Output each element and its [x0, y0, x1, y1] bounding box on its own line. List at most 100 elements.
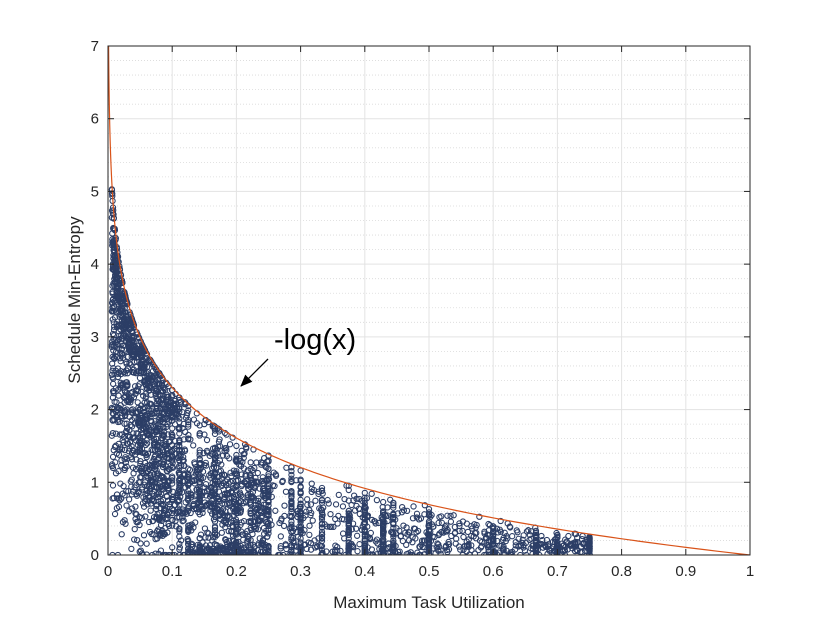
y-tick-label: 0	[91, 547, 99, 564]
scatter-point	[265, 473, 272, 480]
scatter-point	[484, 544, 492, 551]
scatter-point	[410, 525, 418, 532]
scatter-point	[176, 502, 183, 509]
scatter-point	[160, 425, 167, 432]
scatter-point	[209, 445, 217, 452]
scatter-point	[288, 501, 295, 508]
scatter-point	[288, 475, 295, 482]
scatter-point	[435, 519, 442, 527]
scatter-point	[409, 515, 417, 522]
scatter-point	[475, 546, 482, 554]
scatter-point	[425, 532, 433, 539]
scatter-point	[256, 517, 263, 524]
scatter-point	[179, 518, 186, 525]
scatter-point	[114, 495, 121, 502]
scatter-point	[182, 428, 189, 436]
scatter-point	[255, 526, 262, 533]
scatter-point	[209, 423, 216, 430]
scatter-point	[145, 518, 153, 526]
scatter-point	[232, 519, 240, 526]
scatter-point	[513, 527, 520, 534]
scatter-point	[373, 551, 380, 555]
scatter-point	[113, 505, 121, 512]
scatter-point	[169, 522, 176, 529]
scatter-point	[108, 371, 116, 378]
scatter-point	[171, 437, 179, 445]
scatter-point	[295, 551, 302, 555]
scatter-point	[180, 472, 188, 479]
scatter-point	[501, 551, 508, 555]
scatter-point	[574, 538, 581, 546]
scatter-point	[247, 548, 254, 555]
scatter-point	[247, 459, 254, 466]
scatter-point	[303, 496, 311, 503]
scatter-point	[109, 353, 116, 361]
scatter-point	[211, 457, 219, 464]
scatter-point	[211, 531, 219, 538]
scatter-point	[234, 492, 242, 499]
scatter-point	[135, 349, 142, 357]
scatter-point	[185, 522, 192, 529]
scatter-point	[206, 493, 214, 500]
scatter-point	[228, 488, 235, 495]
scatter-point	[291, 543, 298, 550]
scatter-point	[181, 509, 188, 516]
scatter-point	[117, 306, 124, 313]
scatter-point	[345, 530, 352, 537]
scatter-point	[279, 551, 287, 555]
y-tick-label: 2	[91, 402, 99, 419]
scatter-point	[185, 407, 192, 414]
scatter-point	[471, 521, 478, 528]
scatter-point	[164, 467, 171, 475]
scatter-point	[143, 472, 150, 480]
scatter-point	[460, 533, 467, 541]
scatter-point	[254, 505, 261, 512]
scatter-point	[459, 527, 466, 535]
scatter-point	[109, 429, 116, 437]
scatter-point	[127, 399, 134, 406]
scatter-point	[119, 295, 126, 303]
scatter-point	[137, 457, 144, 465]
scatter-point	[160, 455, 168, 462]
scatter-point	[481, 551, 488, 555]
scatter-point	[185, 472, 192, 479]
scatter-point	[580, 539, 587, 546]
scatter-point	[288, 544, 295, 551]
scatter-point	[326, 523, 334, 531]
scatter-point	[131, 526, 138, 533]
scatter-point	[400, 522, 407, 529]
scatter-point	[134, 441, 142, 449]
scatter-point	[152, 428, 160, 436]
y-axis: 0 1 2 3 4 5 6 7	[91, 38, 750, 564]
scatter-point	[142, 450, 149, 457]
scatter-point	[226, 441, 234, 448]
scatter-point	[251, 464, 258, 472]
scatter-point	[339, 503, 347, 510]
scatter-point	[226, 495, 233, 502]
scatter-point	[421, 502, 428, 509]
scatter-point	[114, 337, 122, 344]
scatter-point	[532, 534, 540, 541]
scatter-point	[282, 488, 290, 495]
scatter-point	[262, 527, 270, 534]
scatter-point	[445, 538, 452, 546]
scatter-point	[368, 490, 375, 497]
scatter-point	[211, 504, 219, 511]
scatter-point	[203, 436, 211, 444]
scatter-point	[118, 317, 126, 324]
scatter-point	[300, 541, 308, 549]
scatter-point	[194, 541, 201, 549]
scatter-point	[151, 453, 158, 460]
scatter-point	[543, 536, 551, 544]
scatter-point	[113, 266, 120, 273]
scatter-point	[196, 495, 203, 502]
y-tick-label: 5	[91, 183, 99, 200]
scatter-point	[149, 447, 157, 454]
scatter-point	[238, 492, 245, 499]
scatter-point	[138, 364, 145, 371]
scatter-point	[163, 415, 170, 423]
scatter-point	[196, 456, 203, 463]
scatter-point	[348, 526, 355, 533]
scatter-point	[379, 551, 387, 555]
scatter-point	[330, 523, 337, 531]
